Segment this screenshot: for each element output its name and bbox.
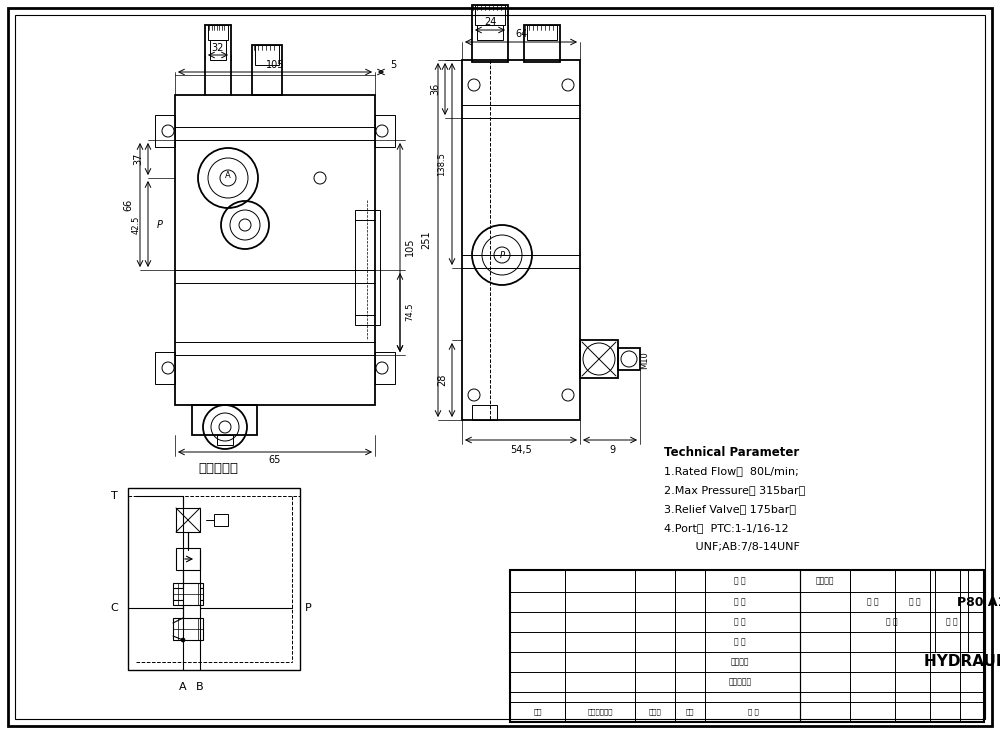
Bar [375,352,395,384]
Bar [527,25,557,40]
Text: 设 计: 设 计 [734,576,746,586]
Bar [477,25,503,40]
Text: 24: 24 [484,17,496,27]
Text: 9: 9 [609,445,615,455]
Text: HYDRAULIC VALVE: HYDRAULIC VALVE [924,655,1000,669]
Bar [192,405,257,435]
Text: 更改人: 更改人 [649,709,661,716]
Text: 描 图: 描 图 [734,617,746,627]
Bar [155,115,175,147]
Text: B: B [196,682,204,692]
Text: A: A [225,170,231,180]
Bar [355,210,380,325]
Text: 66: 66 [123,199,133,211]
Text: 32: 32 [212,43,224,53]
Text: 138.5: 138.5 [438,152,446,176]
Text: Technical Parameter: Technical Parameter [664,446,799,459]
Text: 审 批: 审 批 [748,709,758,716]
Text: 105: 105 [405,238,415,256]
Text: 比 例: 比 例 [909,597,921,606]
Bar [472,405,497,420]
Text: 更改内容概要: 更改内容概要 [587,709,613,716]
Bar [175,95,375,405]
Text: P: P [500,250,505,260]
Text: 74.5: 74.5 [406,302,415,321]
Text: 3.Relief Valve： 175bar；: 3.Relief Valve： 175bar； [664,504,796,514]
Text: 标准化检查: 标准化检查 [728,677,752,686]
Text: 42.5: 42.5 [132,216,140,234]
Text: P: P [305,603,312,613]
Text: 28: 28 [437,374,447,386]
Bar [472,5,508,62]
Text: 251: 251 [421,230,431,250]
Text: P80 A1 SKZ1: P80 A1 SKZ1 [957,595,1000,608]
Text: 共 页: 共 页 [886,617,898,627]
Text: M10: M10 [640,351,650,369]
Bar [255,45,279,65]
Bar [252,45,282,95]
Text: 105: 105 [266,60,284,70]
Bar [173,618,203,640]
Text: 65: 65 [269,455,281,465]
Bar [208,25,228,40]
Text: 37: 37 [133,153,143,165]
Text: 4.Port：  PTC:1-1/16-12: 4.Port： PTC:1-1/16-12 [664,523,789,533]
Bar [580,340,618,378]
Bar [217,435,233,445]
Circle shape [181,638,185,642]
Bar [176,548,200,570]
Bar [210,40,226,60]
Text: 图样标记: 图样标记 [816,576,834,586]
Text: 日期: 日期 [686,709,694,716]
Text: 1.Rated Flow：  80L/min;: 1.Rated Flow： 80L/min; [664,466,799,476]
Bar [462,60,580,420]
Bar [524,25,560,62]
Text: 校 对: 校 对 [734,638,746,647]
Text: 标记: 标记 [534,709,542,716]
Text: T: T [111,491,118,501]
Text: C: C [110,603,118,613]
Text: 液压原理图: 液压原理图 [198,462,238,474]
Bar [155,352,175,384]
Text: 制 图: 制 图 [734,597,746,606]
Bar [173,583,203,605]
Text: 重 量: 重 量 [867,597,879,606]
Bar [176,508,200,532]
Bar [214,514,228,526]
Text: UNF;AB:7/8-14UNF: UNF;AB:7/8-14UNF [664,542,800,552]
Bar [510,570,984,722]
Text: A: A [179,682,187,692]
Text: 64: 64 [515,29,527,39]
Text: 54,5: 54,5 [510,445,532,455]
Text: 2.Max Pressure： 315bar，: 2.Max Pressure： 315bar， [664,485,805,495]
Bar [475,5,505,25]
Text: 工艺检查: 工艺检查 [731,658,749,666]
Text: 5: 5 [390,60,396,70]
Text: 36: 36 [430,83,440,95]
Text: 第 页: 第 页 [946,617,958,627]
Bar [128,488,300,670]
Bar [375,115,395,147]
Text: P: P [157,220,163,230]
Bar [618,348,640,370]
